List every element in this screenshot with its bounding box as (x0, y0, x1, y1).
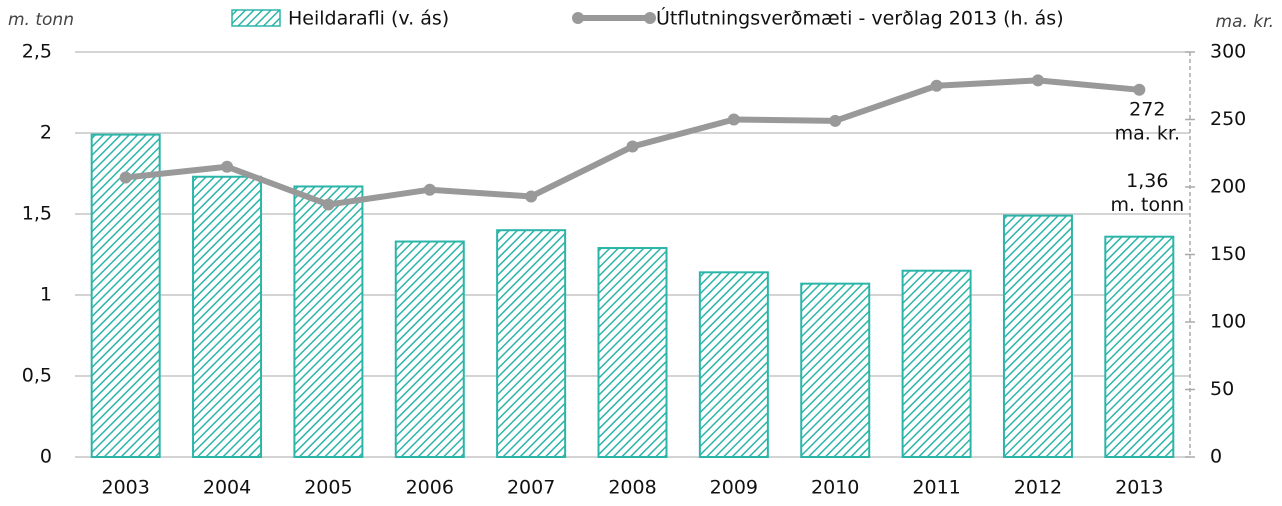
line-marker (727, 113, 740, 126)
annotation: ma. kr. (1115, 122, 1180, 144)
x-tick-label: 2013 (1115, 477, 1163, 499)
y2-tick-label: 100 (1210, 311, 1246, 333)
line-marker (322, 198, 335, 211)
y2-tick-label: 50 (1210, 378, 1234, 400)
annotation: 1,36 (1126, 170, 1168, 192)
bar (698, 271, 769, 458)
x-tick-label: 2011 (912, 477, 960, 499)
y-tick-label: 1 (40, 284, 52, 306)
line-marker (626, 140, 639, 153)
line-marker (1031, 74, 1044, 87)
bar (901, 269, 972, 459)
y2-axis-label: ma. kr. (1216, 12, 1274, 32)
bar (293, 185, 364, 459)
bar (90, 133, 161, 458)
bar (1002, 214, 1073, 458)
x-tick-label: 2010 (811, 477, 859, 499)
legend-marker (572, 12, 584, 24)
bar (1104, 235, 1175, 458)
line-marker (1133, 83, 1146, 96)
y-tick-label: 1,5 (22, 203, 52, 225)
bar (800, 282, 871, 458)
y2-tick-label: 200 (1210, 176, 1246, 198)
bar (192, 175, 263, 459)
x-tick-label: 2009 (710, 477, 758, 499)
legend-label: Heildarafli (v. ás) (288, 8, 449, 30)
y2-tick-label: 300 (1210, 41, 1246, 63)
annotation: 272 (1129, 98, 1165, 120)
x-tick-label: 2007 (507, 477, 555, 499)
legend-marker (644, 12, 656, 24)
y-tick-label: 2 (40, 122, 52, 144)
line-marker (423, 183, 436, 196)
y-axis-label: m. tonn (8, 10, 74, 30)
x-tick-label: 2012 (1014, 477, 1062, 499)
bar (597, 247, 668, 458)
legend-swatch (231, 9, 281, 27)
x-tick-label: 2003 (102, 477, 150, 499)
line-marker (119, 171, 132, 184)
y-tick-label: 2,5 (22, 41, 52, 63)
bar (496, 229, 567, 458)
y-tick-label: 0 (40, 446, 52, 468)
line-marker (930, 79, 943, 92)
annotation: m. tonn (1110, 194, 1184, 216)
y2-tick-label: 150 (1210, 243, 1246, 265)
x-tick-label: 2008 (608, 477, 656, 499)
line-marker (525, 190, 538, 203)
line-marker (829, 114, 842, 127)
x-tick-label: 2005 (304, 477, 352, 499)
bar (394, 240, 465, 458)
line-marker (221, 160, 234, 173)
y2-tick-label: 0 (1210, 446, 1222, 468)
x-tick-label: 2004 (203, 477, 251, 499)
y2-tick-label: 250 (1210, 108, 1246, 130)
y-tick-label: 0,5 (22, 365, 52, 387)
x-tick-label: 2006 (406, 477, 454, 499)
legend-label: Útflutningsverðmæti - verðlag 2013 (h. á… (656, 6, 1064, 30)
